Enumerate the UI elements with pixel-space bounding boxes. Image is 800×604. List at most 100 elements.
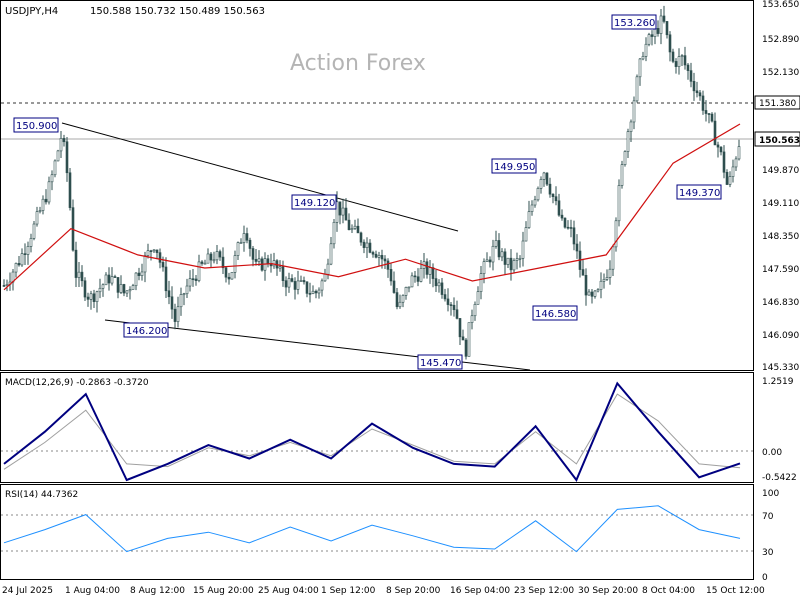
candle-body — [392, 280, 396, 293]
candle-body — [68, 172, 72, 208]
candle-body — [323, 273, 327, 282]
candle-body — [464, 339, 468, 357]
y-tick: 147.590 — [762, 265, 799, 275]
candle-body — [140, 271, 144, 276]
candle-body — [455, 309, 459, 319]
price-axis: 153.650 152.890 152.130 149.870 149.110 … — [762, 0, 799, 373]
candle-body — [413, 275, 417, 278]
candle-body — [197, 261, 201, 281]
candle-body — [446, 298, 450, 305]
candle-body — [224, 267, 228, 278]
annotation-146580: 146.580 — [532, 305, 578, 321]
candle-body — [644, 43, 648, 57]
candle-body — [542, 172, 546, 180]
candle-body — [113, 276, 117, 278]
candle-body — [17, 263, 21, 266]
candle-body — [557, 200, 561, 216]
candle-body — [581, 269, 585, 276]
candle-body — [491, 245, 495, 263]
candle-body — [584, 274, 588, 296]
annotation-149370: 149.370 — [676, 184, 722, 200]
candle-body — [647, 34, 651, 45]
candle-body — [56, 150, 60, 162]
candle-body — [203, 262, 207, 265]
candle-body — [311, 290, 315, 294]
y-tick: 146.090 — [762, 331, 799, 341]
candle-body — [443, 294, 447, 300]
candle-body — [569, 227, 573, 229]
x-tick: 24 Jul 2025 — [2, 586, 53, 596]
candle-body — [59, 138, 63, 152]
candle-body — [176, 306, 180, 322]
candle-body — [44, 198, 48, 203]
candle-body — [293, 281, 297, 290]
candle-body — [620, 164, 624, 186]
candle-body — [281, 266, 285, 281]
candle-body — [500, 251, 504, 258]
candle-body — [233, 255, 237, 273]
ohlc-values: 150.588 150.732 150.489 150.563 — [90, 6, 265, 17]
candle-body — [239, 242, 243, 244]
candle-body — [692, 81, 696, 92]
candle-body — [416, 276, 420, 282]
candle-body — [290, 278, 294, 282]
candle-body — [296, 280, 300, 290]
candle-body — [62, 138, 66, 143]
upper-trendline — [61, 122, 459, 232]
candle-body — [701, 95, 705, 111]
candle-body — [629, 121, 633, 132]
candle-body — [668, 34, 672, 53]
candle-body — [206, 253, 210, 264]
candle-body — [695, 90, 699, 94]
candle-body — [326, 263, 330, 275]
candle-body — [350, 228, 354, 231]
candle-body — [266, 258, 270, 265]
rsi-axis: 100 70 30 0 — [762, 489, 779, 583]
candle-body — [398, 301, 402, 308]
candle-body — [230, 271, 234, 280]
x-tick: 25 Aug 04:00 — [258, 586, 319, 596]
candle-body — [437, 282, 441, 287]
candle-body — [461, 336, 465, 341]
candle-body — [317, 289, 321, 294]
candle-body — [26, 246, 30, 255]
x-tick: 23 Sep 12:00 — [514, 586, 574, 596]
candle-body — [14, 263, 18, 273]
x-tick: 1 Aug 04:00 — [65, 586, 120, 596]
rsi-tick: 0 — [762, 573, 768, 583]
candle-body — [245, 233, 249, 241]
candle-body — [656, 28, 660, 34]
candle-body — [632, 100, 636, 123]
candle-body — [116, 277, 120, 293]
candle-body — [737, 146, 741, 160]
rsi-tick: 100 — [762, 489, 779, 499]
current-price-label: 150.563 — [754, 131, 800, 147]
candle-body — [665, 21, 669, 36]
candle-body — [686, 64, 690, 71]
candle-body — [299, 280, 303, 282]
candle-body — [683, 55, 687, 66]
candle-body — [536, 188, 540, 201]
rsi-tick: 30 — [762, 548, 774, 558]
candle-body — [329, 243, 333, 265]
candle-body — [254, 259, 258, 262]
candle-body — [134, 272, 138, 287]
candle-body — [605, 277, 609, 280]
candle-body — [560, 214, 564, 219]
candle-body — [716, 144, 720, 148]
candle-body — [428, 267, 432, 275]
candle-body — [227, 276, 231, 280]
candle-body — [191, 278, 195, 280]
candle-body — [389, 269, 393, 282]
level-label-151380: 151.380 — [754, 95, 800, 110]
candle-body — [182, 293, 186, 296]
candle-body — [212, 259, 216, 262]
candle-body — [35, 211, 39, 225]
candle-body — [467, 322, 471, 357]
candle-body — [599, 280, 603, 290]
x-tick: 8 Aug 12:00 — [130, 586, 185, 596]
x-tick: 15 Oct 12:00 — [706, 586, 765, 596]
candle-body — [377, 255, 381, 258]
candle-body — [407, 286, 411, 289]
